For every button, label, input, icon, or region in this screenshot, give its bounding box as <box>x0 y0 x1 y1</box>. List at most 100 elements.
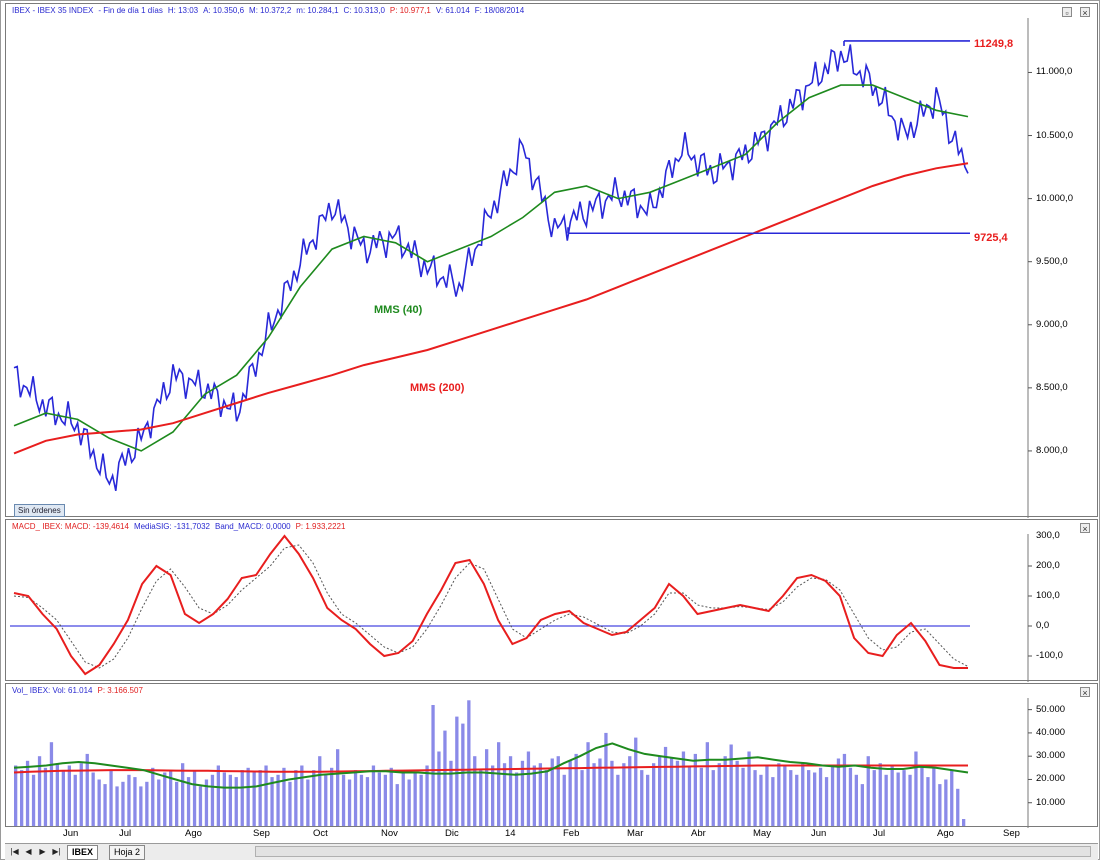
volume-bar <box>467 700 471 826</box>
price-series-line <box>13 44 969 491</box>
volume-bar <box>634 737 638 826</box>
volume-bar <box>824 777 829 826</box>
volume-bar <box>157 779 161 826</box>
volume-bar <box>186 777 191 826</box>
volume-bar <box>502 763 507 826</box>
volume-bar <box>962 819 966 826</box>
tab-ibex[interactable]: IBEX <box>67 845 99 860</box>
volume-bar <box>61 770 65 826</box>
x-axis-label: Mar <box>627 828 644 839</box>
macd-header: MACD_ IBEX: MACD: -139,4614 MediaSIG: -13… <box>12 522 350 531</box>
volume-bar <box>854 774 858 826</box>
volume-bar <box>932 767 936 826</box>
volume-bar <box>652 763 656 826</box>
volume-bar <box>848 767 853 826</box>
tab-prev-button[interactable]: ◀ <box>25 847 32 856</box>
price-panel-menu-button[interactable]: ▫ <box>1062 7 1072 18</box>
volume-bar <box>389 767 393 826</box>
volume-bar <box>324 774 328 826</box>
volume-bar <box>31 774 36 826</box>
volume-bar <box>771 777 775 826</box>
volume-bar <box>628 756 632 826</box>
volume-bar <box>574 753 578 826</box>
macd-header-p: P: 1.933,2221 <box>295 522 346 531</box>
price-header-volume: V: 61.014 <box>435 6 470 15</box>
volume-bar <box>14 765 18 826</box>
mms40-series-line <box>13 84 969 452</box>
x-axis-label: Jun <box>63 828 79 839</box>
tab-last-button[interactable]: ▶| <box>52 847 61 856</box>
x-axis-label: Jul <box>119 828 132 839</box>
volume-bar <box>878 763 882 826</box>
volume-bar <box>258 770 262 826</box>
x-axis-label: Oct <box>313 828 328 839</box>
volume-bar <box>890 765 894 826</box>
x-axis-label: May <box>753 828 771 839</box>
volume-bar <box>336 749 340 826</box>
price-panel-close-button[interactable]: × <box>1080 7 1090 18</box>
volume-bar <box>795 774 799 826</box>
resistance-value-label: 11249,8 <box>974 38 1014 50</box>
volume-bar <box>270 777 274 826</box>
volume-bar <box>836 758 841 826</box>
volume-bar <box>813 772 817 826</box>
horizontal-scrollbar[interactable] <box>255 846 1091 857</box>
macd-y-tick-label: -100,0 <box>1036 650 1063 661</box>
volume-panel-close-button[interactable]: × <box>1080 687 1090 698</box>
volume-bar <box>425 765 429 826</box>
volume-bar <box>711 770 715 826</box>
volume-bar <box>163 772 167 826</box>
volume-bar <box>20 770 24 826</box>
volume-chart-svg <box>13 698 1032 828</box>
volume-bar <box>133 777 137 826</box>
price-header-p: P: 10.977,1 <box>389 6 431 15</box>
price-panel: IBEX - IBEX 35 INDEX - Fin de día 1 días H… <box>5 3 1098 518</box>
tab-next-button[interactable]: ▶ <box>39 847 46 856</box>
volume-bar <box>675 760 680 826</box>
volume-bar <box>741 767 745 826</box>
volume-bar <box>175 781 179 826</box>
volume-bar <box>300 765 304 826</box>
macd-panel-close-button[interactable]: × <box>1080 523 1090 534</box>
volume-bar <box>240 770 244 826</box>
price-y-tick-label: 9.000,0 <box>1036 318 1068 330</box>
volume-bar <box>640 770 644 826</box>
price-header-period: - Fin de día 1 días <box>98 6 163 15</box>
volume-bar <box>830 765 835 826</box>
volume-bar <box>192 770 197 826</box>
volume-bar <box>717 763 721 826</box>
volume-bar <box>264 765 268 826</box>
macd-y-tick-label: 100,0 <box>1036 590 1060 601</box>
volume-bar <box>67 765 71 826</box>
tab-first-button[interactable]: |◀ <box>10 847 19 856</box>
volume-bar <box>449 760 453 826</box>
x-axis-label: Jun <box>811 828 827 839</box>
price-header-max: M: 10.372,2 <box>249 6 292 15</box>
volume-header-name: Vol_ IBEX: Vol: 61.014 <box>12 686 93 695</box>
volume-bar <box>79 763 83 826</box>
price-y-tick-label: 8.000,0 <box>1036 444 1068 456</box>
volume-y-tick-label: 40.000 <box>1036 726 1066 738</box>
volume-y-tick-label: 20.000 <box>1036 773 1066 785</box>
volume-bar <box>604 732 608 826</box>
orders-button[interactable]: Sin órdenes <box>14 504 65 517</box>
x-axis-label: Ago <box>937 828 954 839</box>
volume-bar <box>538 763 542 826</box>
x-axis: Jun Jul Ago Sep Oct Nov Dic 14 Feb Mar Abr May Jun Ju… <box>5 827 1020 841</box>
price-header-date: F: 18/08/2014 <box>474 6 525 15</box>
volume-long-average-line <box>13 764 968 774</box>
volume-bar <box>127 774 131 826</box>
volume-bar <box>169 770 173 826</box>
volume-bar <box>497 742 501 826</box>
volume-bar <box>121 781 125 826</box>
volume-bar <box>920 765 924 826</box>
volume-bar <box>681 751 686 826</box>
volume-bar <box>181 763 185 826</box>
volume-panel: Vol_ IBEX: Vol: 61.014 P: 3.166.507 × 50.… <box>5 683 1098 828</box>
volume-bar <box>353 770 358 826</box>
volume-bar <box>687 765 692 826</box>
volume-bar <box>693 753 697 826</box>
volume-bar <box>944 779 948 826</box>
tab-hoja-2[interactable]: Hoja 2 <box>109 845 146 860</box>
volume-bar <box>753 770 757 826</box>
